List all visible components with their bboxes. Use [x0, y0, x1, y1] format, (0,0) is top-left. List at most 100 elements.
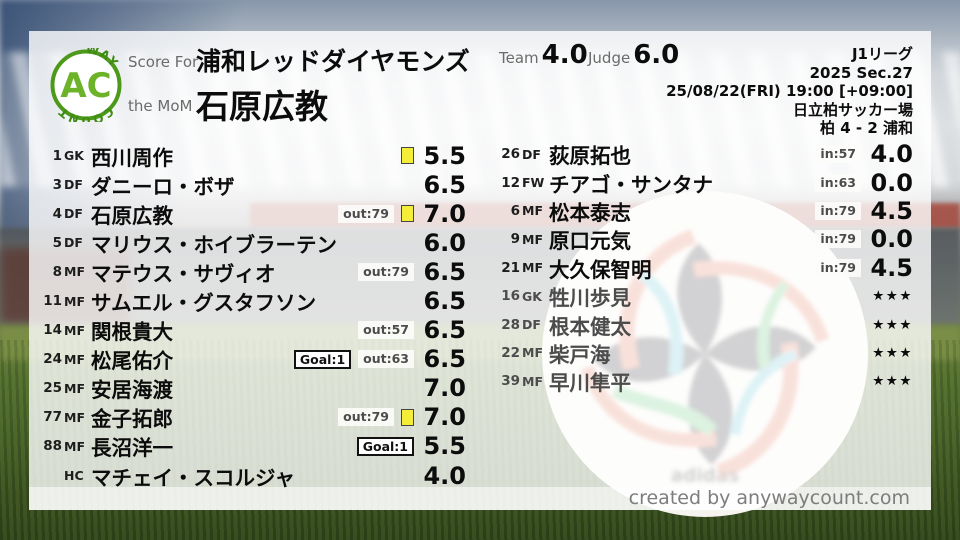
substitution-badge: out:79 [358, 262, 414, 281]
player-row: 6 MF 松本泰志 in:79 4.5 [492, 197, 913, 225]
substitution-badge: in:79 [815, 201, 861, 220]
player-position: MF [64, 438, 85, 454]
player-badges: out:79 [358, 262, 414, 281]
player-position: GK [522, 288, 542, 304]
player-row: 22 MF 柴戸海 ★★★ [492, 339, 913, 367]
player-number: 24 [43, 351, 62, 368]
player-rating: 4.0 [870, 140, 913, 169]
player-position: GK [64, 148, 84, 164]
yellow-card-icon [401, 205, 414, 223]
season-section: 2025 Sec.27 [809, 63, 913, 82]
player-position: MF [522, 373, 543, 389]
player-position: HC [64, 468, 84, 484]
credit-text: created by anywaycount.com [628, 487, 910, 509]
goal-badge: Goal:1 [356, 436, 414, 456]
player-name: 安居海渡 [91, 378, 173, 403]
player-name: マリウス・ホイブラーテン [91, 232, 337, 257]
judge-score: Judge 6.0 [588, 40, 679, 70]
goal-badge: Goal:1 [293, 349, 352, 369]
player-position: MF [64, 380, 85, 396]
player-number: 88 [43, 438, 62, 455]
player-rating: 6.5 [423, 287, 466, 316]
player-rating: 6.5 [423, 345, 466, 374]
player-number: 4 [52, 205, 62, 222]
player-badges [401, 147, 414, 165]
player-row: 14 MF 関根貴大 out:57 6.5 [34, 316, 466, 345]
player-row: 24 MF 松尾佑介 Goal:1 out:63 6.5 [34, 345, 466, 374]
substitution-badge: in:79 [815, 230, 861, 249]
player-number: 28 [501, 316, 520, 333]
player-position: DF [522, 146, 541, 162]
player-position: MF [64, 322, 85, 338]
player-row: 39 MF 早川隼平 ★★★ [492, 367, 913, 395]
player-rating: ★★★ [872, 288, 913, 305]
player-number: 26 [501, 146, 520, 163]
player-badges: in:79 [815, 230, 861, 249]
player-name: 松本泰志 [549, 200, 631, 225]
player-name: マテウス・サヴィオ [91, 261, 276, 286]
player-position: MF [64, 264, 85, 280]
player-number: 5 [52, 234, 62, 251]
judge-score-label: Judge [588, 49, 631, 67]
player-name: 早川隼平 [549, 371, 631, 396]
player-number: 9 [510, 231, 520, 248]
player-row: 3 DF ダニーロ・ボザ 6.5 [34, 170, 466, 199]
player-name: 柴戸海 [549, 342, 611, 367]
substitution-badge: out:79 [338, 408, 394, 427]
player-rating: 7.0 [423, 199, 466, 228]
player-number: 25 [43, 380, 62, 397]
match-result: 柏 4 - 2 浦和 [820, 119, 913, 137]
substitution-badge: in:57 [815, 145, 861, 164]
substitution-badge: out:57 [358, 321, 414, 340]
footer-bar [29, 487, 931, 510]
player-number: 12 [501, 174, 520, 191]
logo-center-text: AC [60, 66, 111, 106]
player-name: 金子拓郎 [91, 407, 173, 432]
player-name: サムエル・グスタフソン [91, 291, 317, 316]
player-number: 21 [501, 259, 520, 276]
player-row: 77 MF 金子拓郎 out:79 7.0 [34, 403, 466, 432]
player-rating: 4.5 [870, 196, 913, 225]
player-position: DF [64, 177, 83, 193]
player-row: 4 DF 石原広教 out:79 7.0 [34, 199, 466, 228]
score-for-label: Score For [128, 53, 199, 71]
player-rating: ★★★ [872, 344, 913, 361]
player-row: 28 DF 根本健太 ★★★ [492, 310, 913, 339]
player-row: 88 MF 長沼洋一 Goal:1 5.5 [34, 432, 466, 461]
player-number: 6 [510, 202, 520, 219]
player-badges: in:57 [815, 145, 861, 164]
player-rating: 0.0 [870, 225, 913, 254]
player-number: 39 [501, 373, 520, 390]
substitution-badge: out:63 [358, 350, 414, 369]
player-position: FW [522, 175, 545, 191]
player-number: 77 [43, 409, 62, 426]
player-name: ダニーロ・ボザ [91, 174, 235, 199]
player-rating: ★★★ [872, 316, 913, 333]
player-name: 石原広教 [91, 203, 173, 228]
player-rating: 4.5 [870, 253, 913, 282]
player-rating: 5.5 [423, 432, 466, 461]
mom-player-name: 石原広教 [196, 87, 328, 126]
starters-list: 1 GK 西川周作 5.5 3 DF ダニーロ・ボザ 6.5 4 DF 石原広教… [34, 141, 466, 490]
team-score-value: 4.0 [541, 40, 588, 70]
player-name: 松尾佑介 [91, 349, 173, 374]
kickoff-datetime: 25/08/22(FRI) 19:00 [+09:00] [666, 82, 913, 100]
yellow-card-icon [401, 147, 414, 165]
player-rating: 0.0 [870, 168, 913, 197]
substitution-badge: in:63 [815, 173, 861, 192]
venue-name: 日立柏サッカー場 [792, 100, 913, 119]
mom-label: the MoM [128, 97, 193, 115]
substitution-badge: in:79 [815, 258, 861, 277]
player-name: 大久保智明 [549, 257, 652, 282]
player-position: DF [64, 206, 83, 222]
player-position: MF [64, 293, 85, 309]
match-info: J1リーグ 2025 Sec.27 25/08/22(FRI) 19:00 [+… [666, 45, 913, 138]
player-position: MF [522, 260, 543, 276]
player-name: チアゴ・サンタナ [549, 172, 713, 197]
player-rating: 6.5 [423, 170, 466, 199]
player-number: 16 [501, 288, 520, 305]
player-position: DF [64, 235, 83, 251]
player-rating: 6.0 [423, 228, 466, 257]
player-row: 11 MF サムエル・グスタフソン 6.5 [34, 286, 466, 315]
